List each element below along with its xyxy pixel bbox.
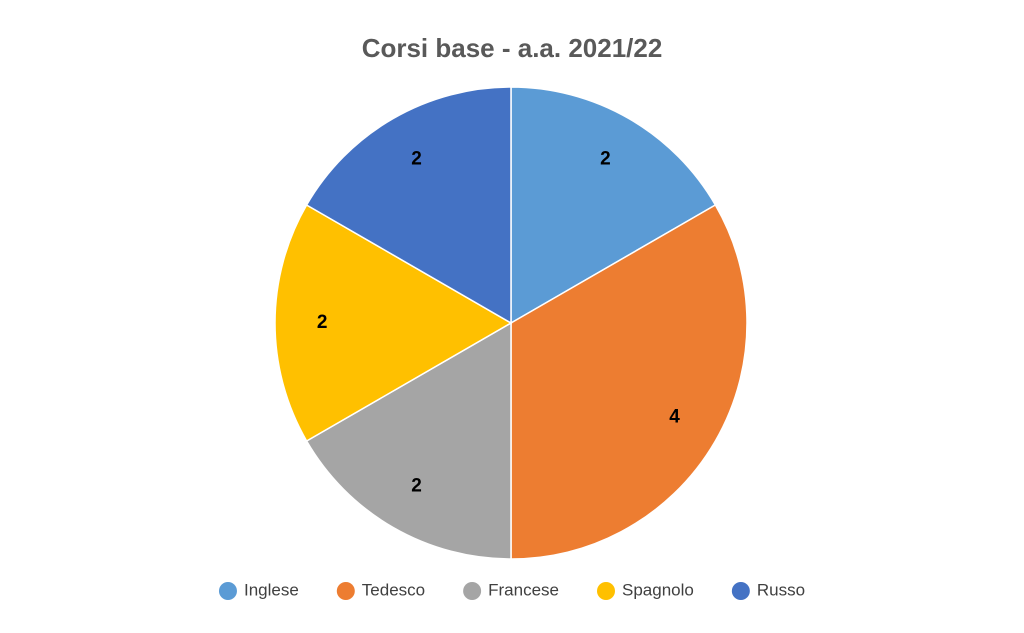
legend-marker xyxy=(218,582,237,600)
pie-slice xyxy=(274,203,513,443)
pie-slice xyxy=(305,321,512,560)
legend-marker xyxy=(731,582,750,600)
legend-label: Tedesco xyxy=(362,580,425,599)
data-label: 4 xyxy=(669,406,680,427)
data-label: 2 xyxy=(411,476,422,497)
legend-label: Russo xyxy=(757,580,805,599)
pie-slice xyxy=(510,203,748,560)
pie-slice xyxy=(510,86,717,325)
legend-marker xyxy=(463,582,482,600)
data-label: 2 xyxy=(411,149,422,170)
legend-label: Spagnolo xyxy=(622,580,694,599)
legend-label: Inglese xyxy=(244,580,299,599)
pie-slice xyxy=(305,86,512,325)
legend-marker xyxy=(336,582,355,600)
legend-marker xyxy=(597,582,615,600)
legend-label: Francese xyxy=(488,580,559,599)
data-label: 2 xyxy=(317,312,328,333)
chart-title: Corsi base - a.a. 2021/22 xyxy=(362,33,663,63)
data-label: 2 xyxy=(600,149,611,170)
